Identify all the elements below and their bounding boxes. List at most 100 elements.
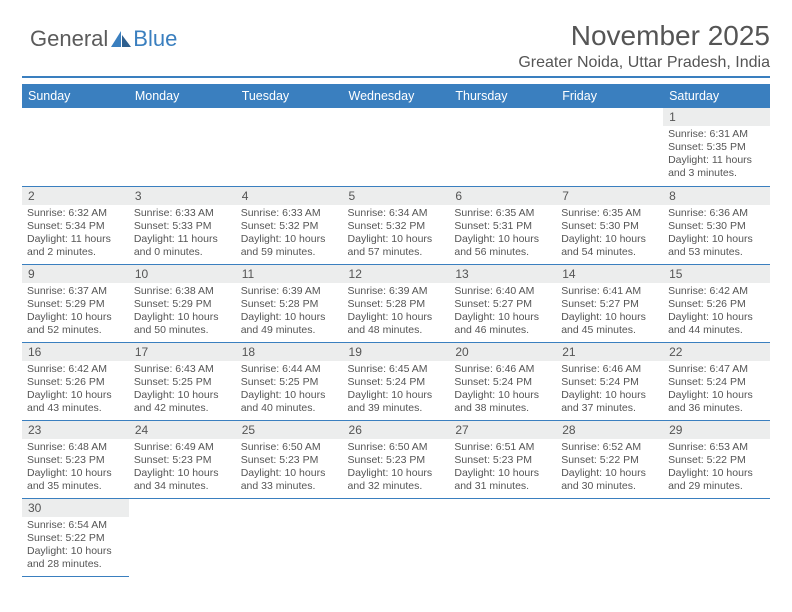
- calendar-cell: 23Sunrise: 6:48 AMSunset: 5:23 PMDayligh…: [22, 420, 129, 498]
- calendar-cell: 15Sunrise: 6:42 AMSunset: 5:26 PMDayligh…: [663, 264, 770, 342]
- daylight-line: Daylight: 10 hours and 33 minutes.: [241, 467, 338, 493]
- daylight-line: Daylight: 10 hours and 45 minutes.: [561, 311, 658, 337]
- day-content: Sunrise: 6:50 AMSunset: 5:23 PMDaylight:…: [236, 439, 343, 497]
- calendar-cell: [449, 498, 556, 576]
- sunset-line: Sunset: 5:27 PM: [561, 298, 658, 311]
- calendar-cell: 12Sunrise: 6:39 AMSunset: 5:28 PMDayligh…: [343, 264, 450, 342]
- logo-text-2: Blue: [133, 26, 177, 52]
- sunrise-line: Sunrise: 6:38 AM: [134, 285, 231, 298]
- day-number: 21: [556, 343, 663, 361]
- sunrise-line: Sunrise: 6:51 AM: [454, 441, 551, 454]
- weekday-monday: Monday: [129, 84, 236, 108]
- calendar-cell: 9Sunrise: 6:37 AMSunset: 5:29 PMDaylight…: [22, 264, 129, 342]
- calendar-row: 30Sunrise: 6:54 AMSunset: 5:22 PMDayligh…: [22, 498, 770, 576]
- sunset-line: Sunset: 5:30 PM: [668, 220, 765, 233]
- calendar-cell: 30Sunrise: 6:54 AMSunset: 5:22 PMDayligh…: [22, 498, 129, 576]
- location: Greater Noida, Uttar Pradesh, India: [22, 54, 770, 78]
- day-content: Sunrise: 6:40 AMSunset: 5:27 PMDaylight:…: [449, 283, 556, 341]
- day-number: 9: [22, 265, 129, 283]
- calendar-cell: 20Sunrise: 6:46 AMSunset: 5:24 PMDayligh…: [449, 342, 556, 420]
- sunrise-line: Sunrise: 6:48 AM: [27, 441, 124, 454]
- sunset-line: Sunset: 5:32 PM: [348, 220, 445, 233]
- day-content: Sunrise: 6:51 AMSunset: 5:23 PMDaylight:…: [449, 439, 556, 497]
- daylight-line: Daylight: 11 hours and 3 minutes.: [668, 154, 765, 180]
- sunset-line: Sunset: 5:23 PM: [348, 454, 445, 467]
- sunrise-line: Sunrise: 6:42 AM: [27, 363, 124, 376]
- sunrise-line: Sunrise: 6:47 AM: [668, 363, 765, 376]
- sunrise-line: Sunrise: 6:54 AM: [27, 519, 124, 532]
- sunrise-line: Sunrise: 6:53 AM: [668, 441, 765, 454]
- day-number: 28: [556, 421, 663, 439]
- daylight-line: Daylight: 10 hours and 43 minutes.: [27, 389, 124, 415]
- calendar-cell: [22, 108, 129, 186]
- day-number: 30: [22, 499, 129, 517]
- sunrise-line: Sunrise: 6:45 AM: [348, 363, 445, 376]
- calendar-cell: 16Sunrise: 6:42 AMSunset: 5:26 PMDayligh…: [22, 342, 129, 420]
- sunset-line: Sunset: 5:22 PM: [561, 454, 658, 467]
- sunset-line: Sunset: 5:34 PM: [27, 220, 124, 233]
- day-content: Sunrise: 6:52 AMSunset: 5:22 PMDaylight:…: [556, 439, 663, 497]
- sunset-line: Sunset: 5:24 PM: [561, 376, 658, 389]
- logo: General Blue: [30, 26, 177, 52]
- calendar-cell: 7Sunrise: 6:35 AMSunset: 5:30 PMDaylight…: [556, 186, 663, 264]
- daylight-line: Daylight: 10 hours and 49 minutes.: [241, 311, 338, 337]
- day-number: 17: [129, 343, 236, 361]
- day-content: Sunrise: 6:46 AMSunset: 5:24 PMDaylight:…: [449, 361, 556, 419]
- daylight-line: Daylight: 10 hours and 34 minutes.: [134, 467, 231, 493]
- daylight-line: Daylight: 10 hours and 44 minutes.: [668, 311, 765, 337]
- calendar-cell: 2Sunrise: 6:32 AMSunset: 5:34 PMDaylight…: [22, 186, 129, 264]
- sunrise-line: Sunrise: 6:35 AM: [561, 207, 658, 220]
- weekday-saturday: Saturday: [663, 84, 770, 108]
- sunrise-line: Sunrise: 6:43 AM: [134, 363, 231, 376]
- day-content: Sunrise: 6:35 AMSunset: 5:30 PMDaylight:…: [556, 205, 663, 263]
- sunrise-line: Sunrise: 6:37 AM: [27, 285, 124, 298]
- sunrise-line: Sunrise: 6:34 AM: [348, 207, 445, 220]
- calendar-cell: 24Sunrise: 6:49 AMSunset: 5:23 PMDayligh…: [129, 420, 236, 498]
- calendar-cell: 3Sunrise: 6:33 AMSunset: 5:33 PMDaylight…: [129, 186, 236, 264]
- day-content: Sunrise: 6:37 AMSunset: 5:29 PMDaylight:…: [22, 283, 129, 341]
- day-number: 2: [22, 187, 129, 205]
- sunrise-line: Sunrise: 6:36 AM: [668, 207, 765, 220]
- sunrise-line: Sunrise: 6:39 AM: [241, 285, 338, 298]
- sunset-line: Sunset: 5:24 PM: [348, 376, 445, 389]
- calendar-row: 16Sunrise: 6:42 AMSunset: 5:26 PMDayligh…: [22, 342, 770, 420]
- day-number: 5: [343, 187, 450, 205]
- daylight-line: Daylight: 10 hours and 50 minutes.: [134, 311, 231, 337]
- calendar-cell: [129, 108, 236, 186]
- calendar-cell: 11Sunrise: 6:39 AMSunset: 5:28 PMDayligh…: [236, 264, 343, 342]
- calendar-cell: [556, 108, 663, 186]
- weekday-friday: Friday: [556, 84, 663, 108]
- day-content: Sunrise: 6:49 AMSunset: 5:23 PMDaylight:…: [129, 439, 236, 497]
- day-content: Sunrise: 6:31 AMSunset: 5:35 PMDaylight:…: [663, 126, 770, 184]
- daylight-line: Daylight: 10 hours and 40 minutes.: [241, 389, 338, 415]
- logo-text-1: General: [30, 26, 108, 52]
- sunset-line: Sunset: 5:25 PM: [241, 376, 338, 389]
- day-number: 12: [343, 265, 450, 283]
- day-number: 7: [556, 187, 663, 205]
- calendar-cell: 17Sunrise: 6:43 AMSunset: 5:25 PMDayligh…: [129, 342, 236, 420]
- calendar-cell: 13Sunrise: 6:40 AMSunset: 5:27 PMDayligh…: [449, 264, 556, 342]
- sunrise-line: Sunrise: 6:42 AM: [668, 285, 765, 298]
- sunrise-line: Sunrise: 6:39 AM: [348, 285, 445, 298]
- day-number: 10: [129, 265, 236, 283]
- day-content: Sunrise: 6:35 AMSunset: 5:31 PMDaylight:…: [449, 205, 556, 263]
- weekday-thursday: Thursday: [449, 84, 556, 108]
- sunset-line: Sunset: 5:35 PM: [668, 141, 765, 154]
- day-content: Sunrise: 6:54 AMSunset: 5:22 PMDaylight:…: [22, 517, 129, 575]
- daylight-line: Daylight: 10 hours and 59 minutes.: [241, 233, 338, 259]
- weekday-tuesday: Tuesday: [236, 84, 343, 108]
- sunset-line: Sunset: 5:33 PM: [134, 220, 231, 233]
- sunrise-line: Sunrise: 6:46 AM: [454, 363, 551, 376]
- sunrise-line: Sunrise: 6:31 AM: [668, 128, 765, 141]
- calendar-cell: 10Sunrise: 6:38 AMSunset: 5:29 PMDayligh…: [129, 264, 236, 342]
- day-content: Sunrise: 6:39 AMSunset: 5:28 PMDaylight:…: [343, 283, 450, 341]
- sunset-line: Sunset: 5:30 PM: [561, 220, 658, 233]
- day-number: 23: [22, 421, 129, 439]
- day-content: Sunrise: 6:33 AMSunset: 5:33 PMDaylight:…: [129, 205, 236, 263]
- sunrise-line: Sunrise: 6:41 AM: [561, 285, 658, 298]
- day-content: Sunrise: 6:36 AMSunset: 5:30 PMDaylight:…: [663, 205, 770, 263]
- calendar-cell: 4Sunrise: 6:33 AMSunset: 5:32 PMDaylight…: [236, 186, 343, 264]
- daylight-line: Daylight: 10 hours and 32 minutes.: [348, 467, 445, 493]
- sunrise-line: Sunrise: 6:52 AM: [561, 441, 658, 454]
- day-number: 1: [663, 108, 770, 126]
